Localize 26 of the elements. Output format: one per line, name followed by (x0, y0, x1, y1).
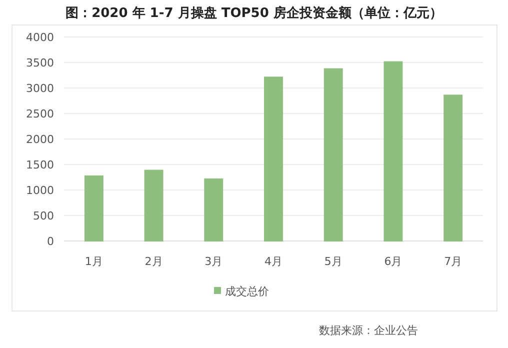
y-tick-label: 500 (33, 209, 54, 222)
bar (324, 68, 343, 242)
y-tick-label: 1000 (26, 184, 54, 197)
x-tick-label: 3月 (204, 255, 223, 268)
y-tick-label: 2000 (26, 132, 54, 146)
bar (384, 61, 403, 242)
bar (264, 76, 283, 242)
y-tick-label: 3500 (26, 56, 54, 70)
x-tick-label: 2月 (144, 255, 163, 268)
x-tick-label: 5月 (324, 255, 342, 268)
bar (144, 170, 164, 242)
chart-title: 图：2020 年 1-7 月操盘 TOP50 房企投资金额（单位：亿元） (66, 5, 442, 21)
bar (444, 94, 463, 242)
y-tick-label: 4000 (26, 30, 54, 44)
legend-label: 成交总价 (225, 284, 269, 298)
x-tick-label: 1月 (84, 255, 103, 268)
y-tick-label: 1500 (26, 158, 54, 172)
bar (204, 178, 224, 242)
x-tick-label: 6月 (384, 255, 402, 268)
y-tick-label: 2500 (26, 107, 54, 120)
x-tick-label: 7月 (444, 255, 462, 268)
source-note: 数据来源：企业公告 (319, 324, 418, 337)
y-tick-label: 3000 (26, 82, 54, 95)
bar (84, 175, 104, 242)
y-tick-label: 0 (47, 234, 54, 248)
x-tick-label: 4月 (264, 255, 282, 268)
